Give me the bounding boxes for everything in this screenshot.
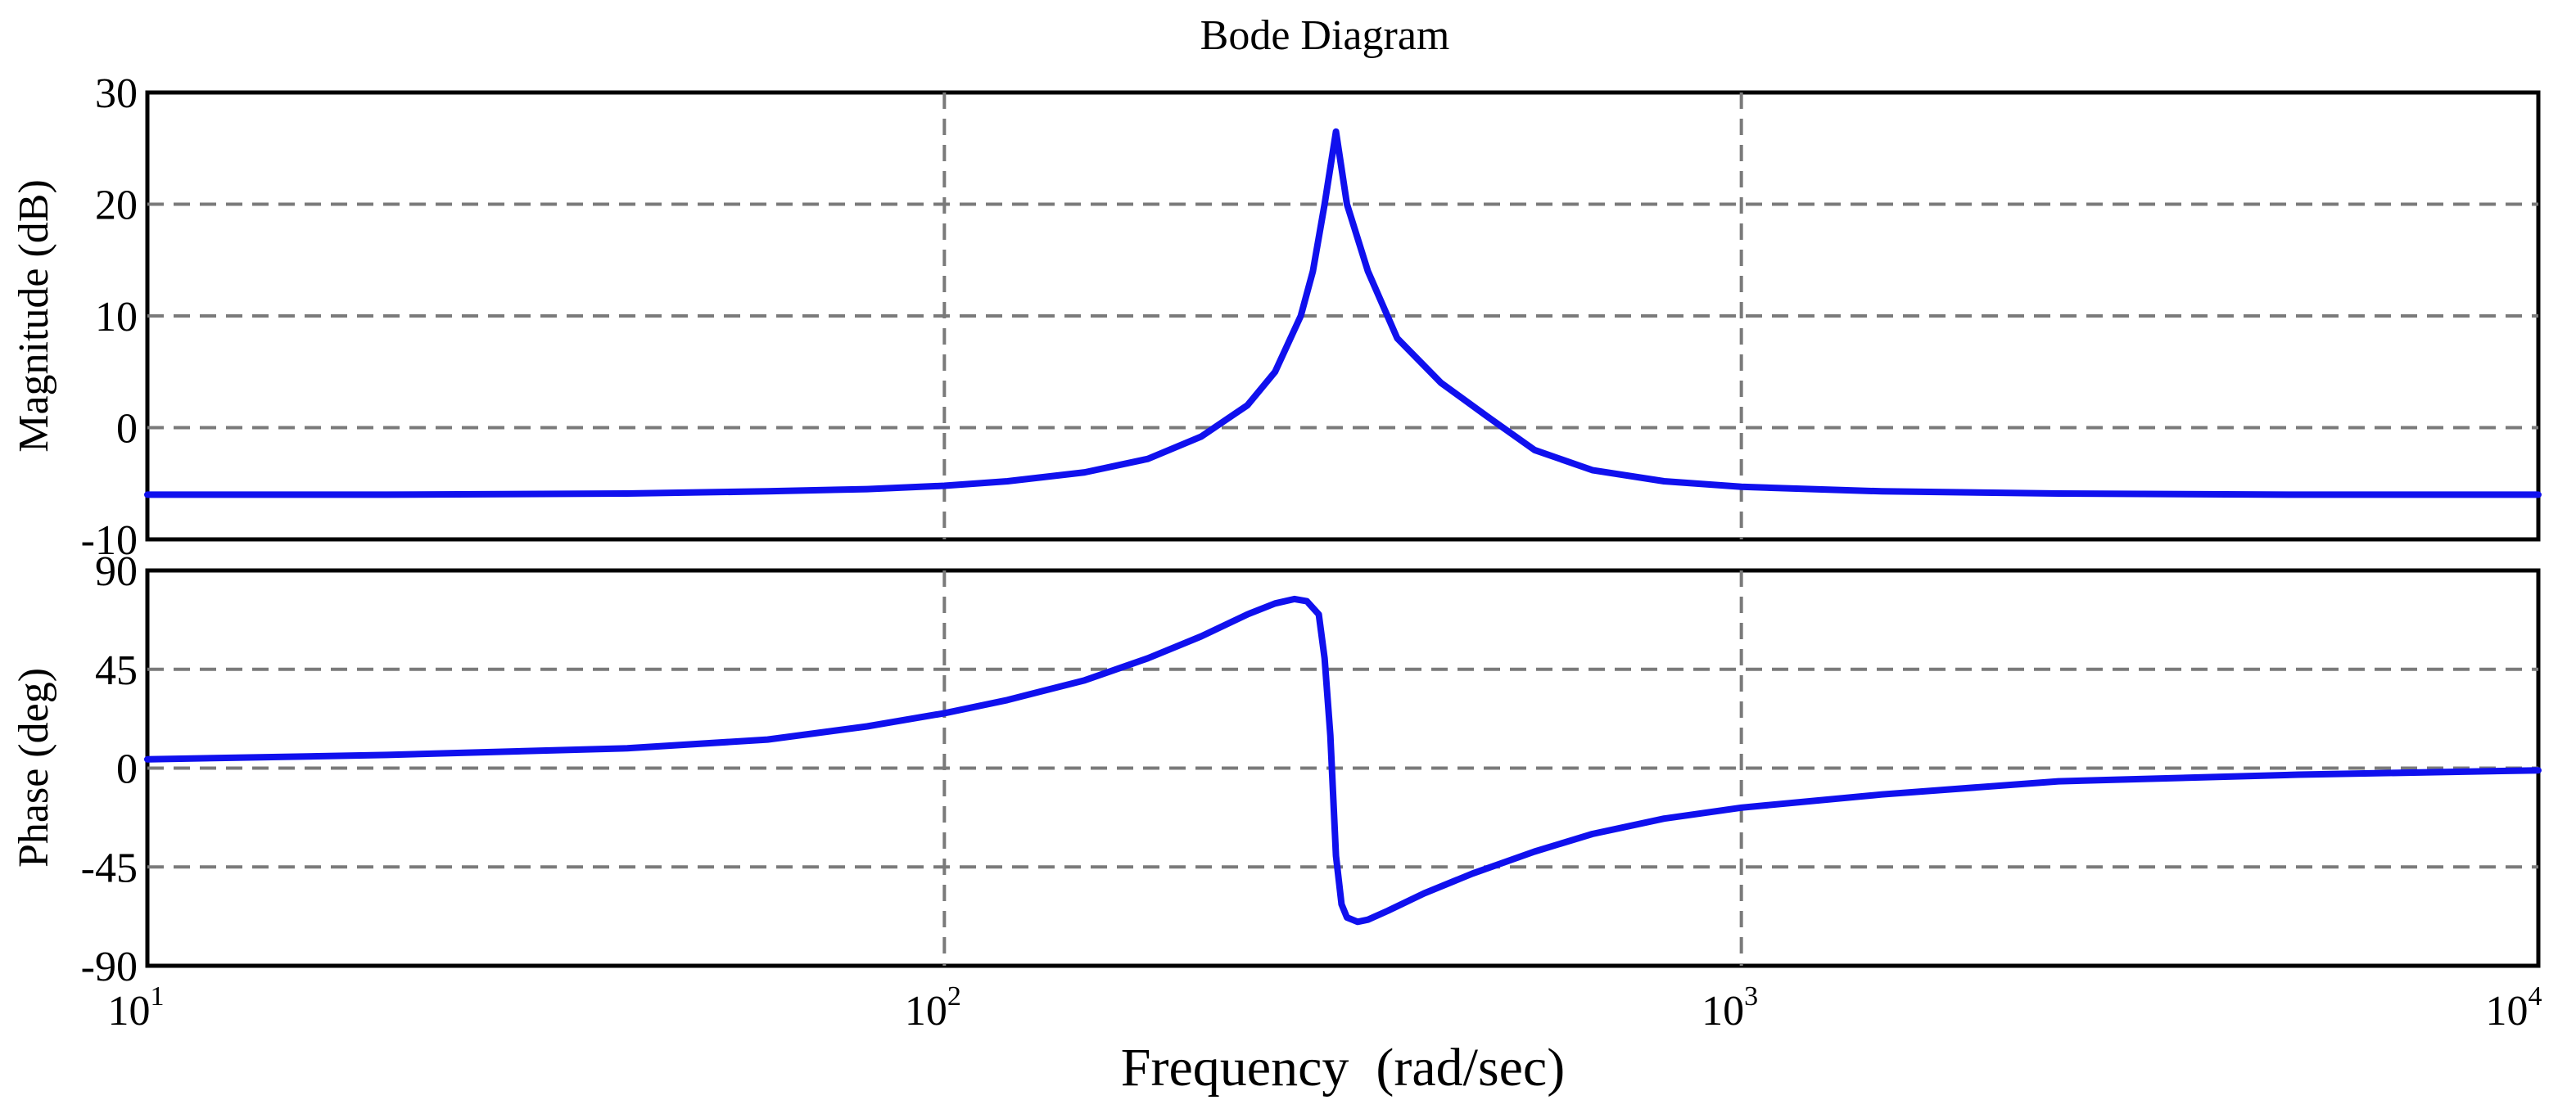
magnitude-y-tick-label: 30 bbox=[95, 70, 138, 117]
x-axis-ticks: 101 102 103 104 bbox=[108, 981, 2542, 1035]
magnitude-y-tick-label: -10 bbox=[81, 517, 138, 564]
x-tick-label: 101 bbox=[108, 981, 165, 1035]
chart-title: Bode Diagram bbox=[1200, 12, 1450, 59]
magnitude-y-axis-label: Magnitude (dB) bbox=[11, 179, 57, 453]
magnitude-panel: -10 0 10 20 30 Magnitude (dB) bbox=[11, 70, 2542, 564]
phase-y-ticks: -90 -45 0 45 90 bbox=[81, 548, 138, 990]
phase-curve bbox=[144, 595, 2542, 926]
phase-y-tick-label: 45 bbox=[95, 647, 138, 694]
phase-y-tick-label: 90 bbox=[95, 548, 138, 595]
magnitude-y-tick-label: 10 bbox=[95, 294, 138, 340]
magnitude-gridlines bbox=[147, 92, 2538, 539]
phase-y-tick-label: 0 bbox=[116, 746, 138, 793]
magnitude-y-tick-label: 0 bbox=[116, 406, 138, 453]
x-axis-label: Frequency (rad/sec) bbox=[1121, 1038, 1565, 1098]
x-tick-label: 103 bbox=[1702, 981, 1758, 1035]
phase-y-axis-label: Phase (deg) bbox=[11, 668, 57, 868]
magnitude-curve bbox=[144, 128, 2542, 498]
phase-gridlines bbox=[147, 570, 2538, 966]
x-tick-label: 104 bbox=[2486, 981, 2542, 1035]
phase-y-tick-label: -90 bbox=[81, 944, 138, 990]
phase-panel: -90 -45 0 45 90 Phase (deg) bbox=[11, 548, 2542, 990]
phase-y-tick-label: -45 bbox=[81, 845, 138, 891]
x-tick-label: 102 bbox=[905, 981, 961, 1035]
magnitude-y-tick-label: 20 bbox=[95, 183, 138, 229]
magnitude-y-ticks: -10 0 10 20 30 bbox=[81, 70, 138, 564]
